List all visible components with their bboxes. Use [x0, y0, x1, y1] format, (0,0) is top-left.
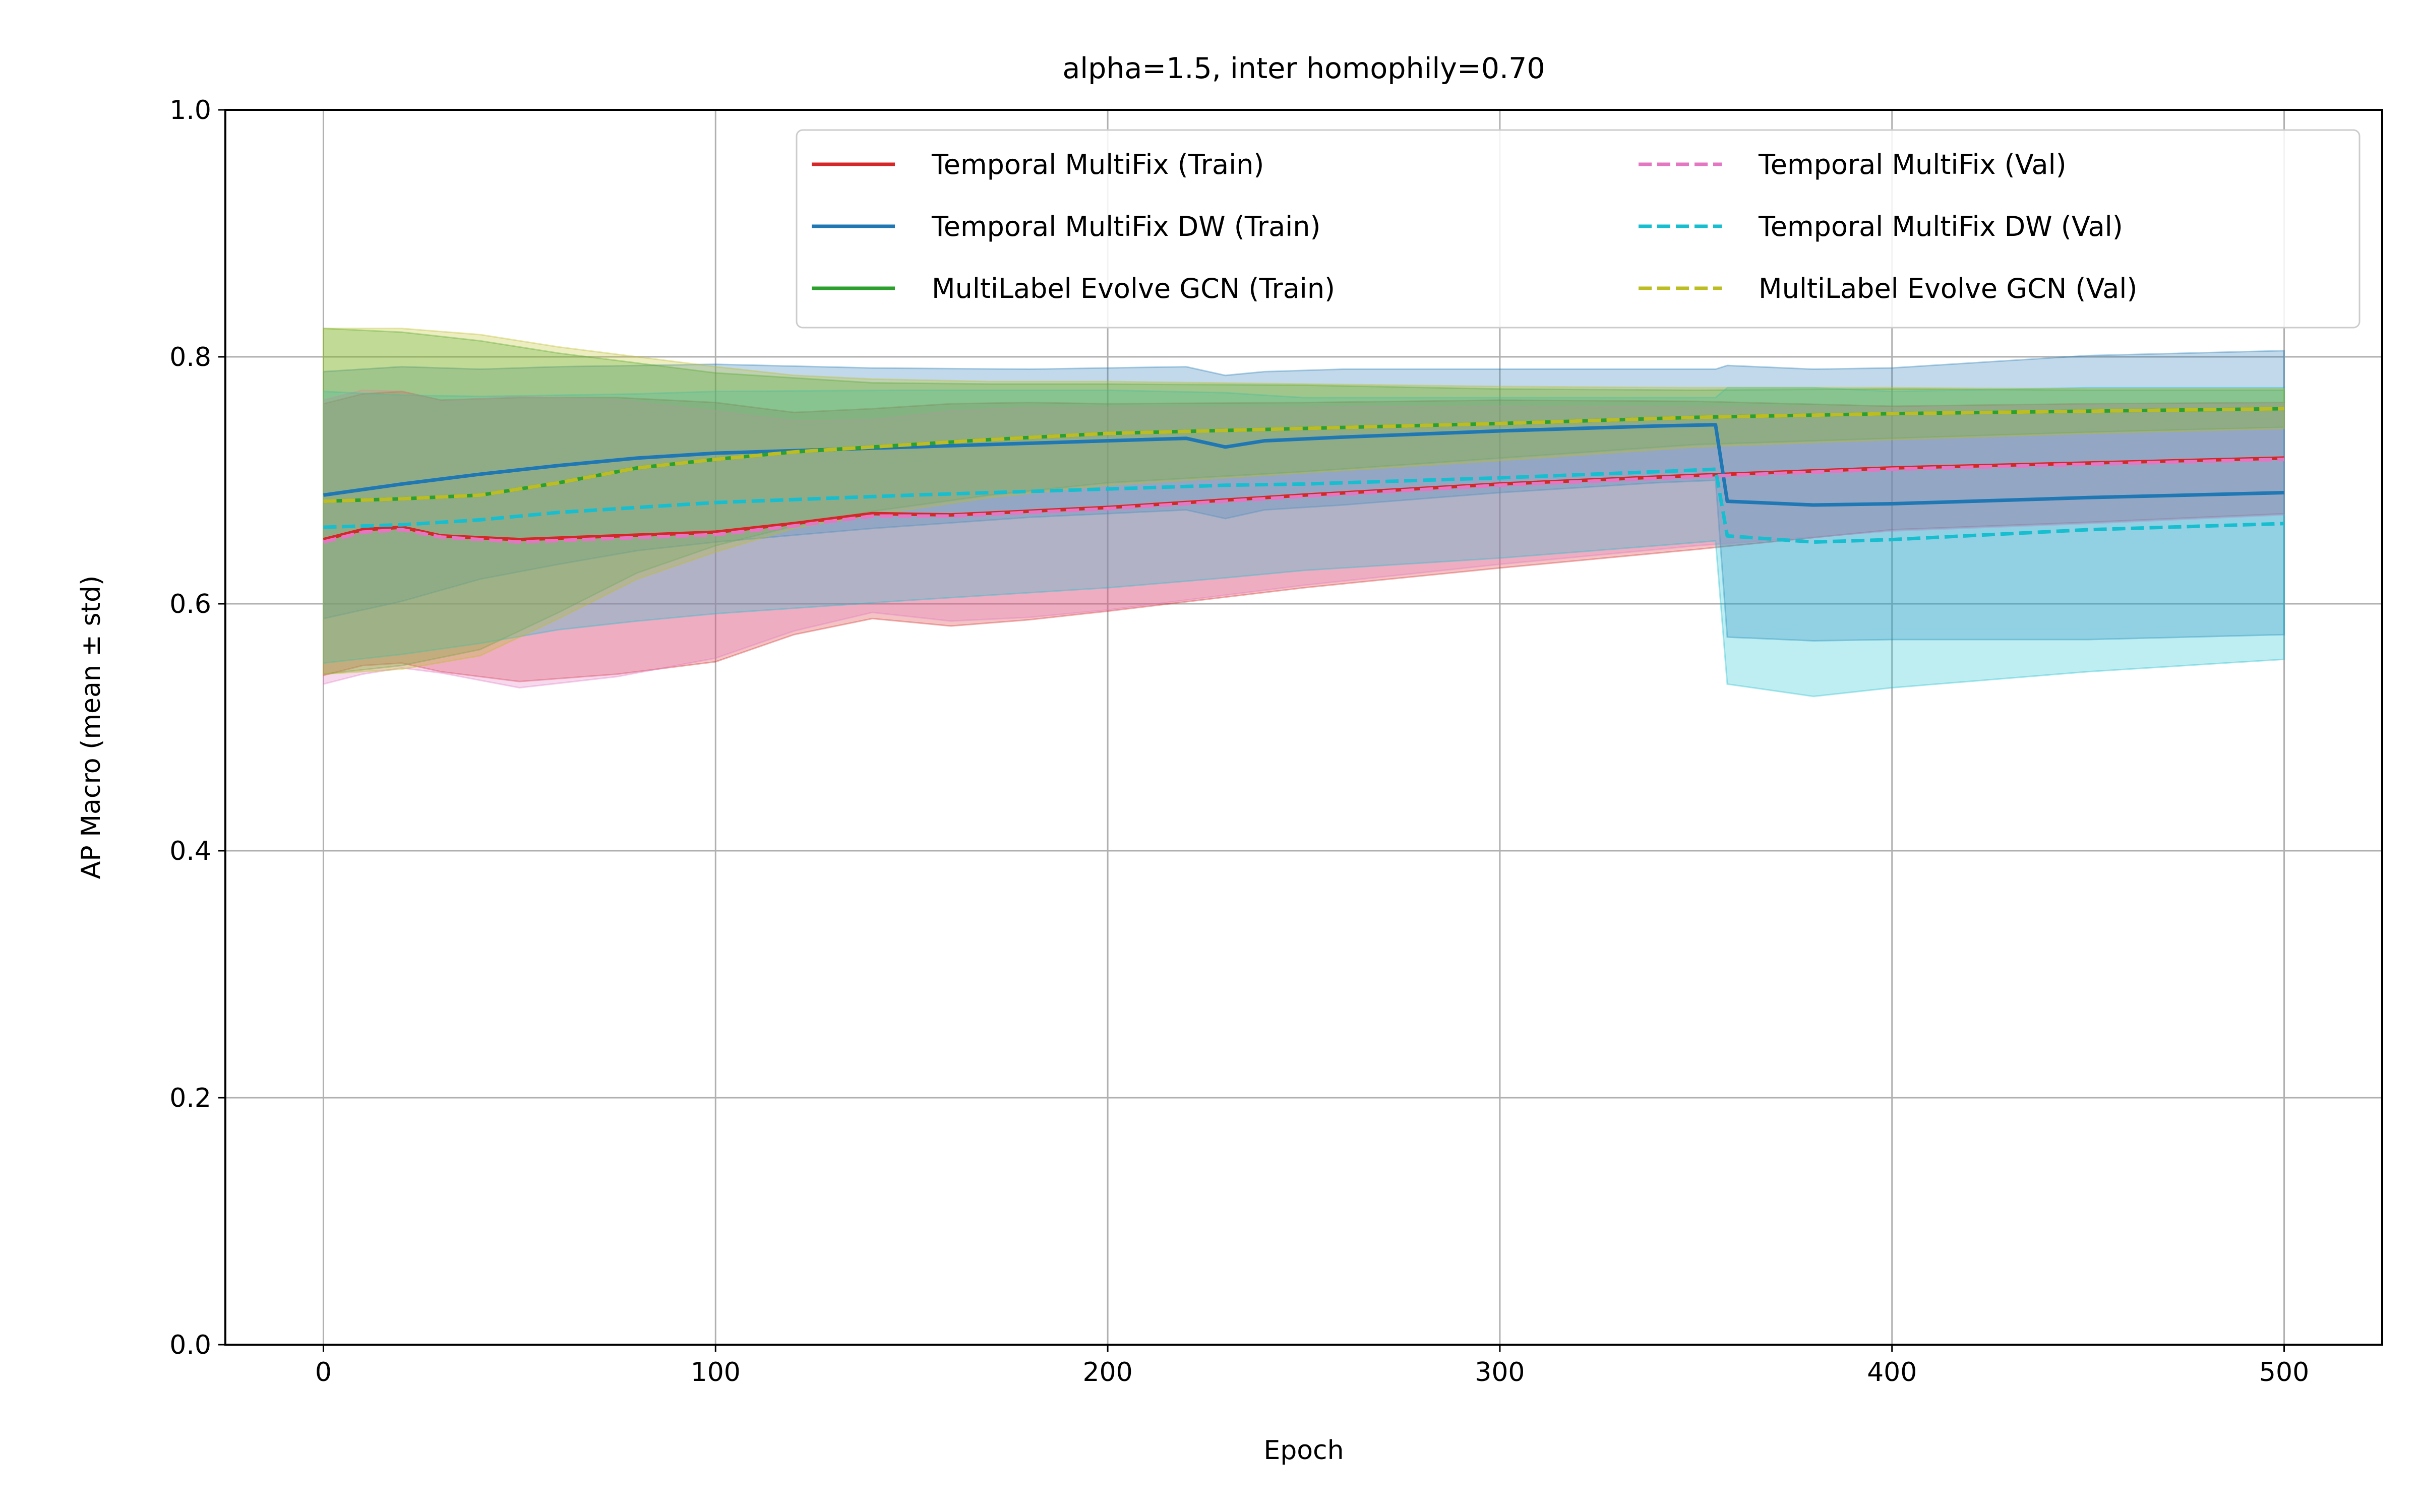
x-tick-label: 100 [691, 1357, 741, 1388]
legend-label: Temporal MultiFix DW (Val) [1758, 211, 2123, 242]
mean-lines [323, 407, 2284, 544]
line-series-5 [323, 467, 2284, 544]
x-axis-label: Epoch [1263, 1435, 1344, 1466]
y-tick-label: 0.6 [169, 589, 211, 619]
legend-label: Temporal MultiFix (Train) [931, 149, 1264, 180]
std-band-series-5 [323, 387, 2285, 698]
chart-title: alpha=1.5, inter homophily=0.70 [1062, 52, 1545, 85]
y-tick-label: 0.8 [169, 342, 211, 372]
x-tick-label: 500 [2259, 1357, 2309, 1388]
y-tick-label: 0.2 [169, 1083, 211, 1113]
x-tick-label: 400 [1867, 1357, 1917, 1388]
legend-label: MultiLabel Evolve GCN (Val) [1759, 273, 2137, 304]
x-tick-label: 0 [315, 1357, 332, 1388]
line-series-6 [323, 407, 2284, 503]
plot-frame [224, 109, 2383, 1346]
line-series-2 [323, 423, 2284, 507]
y-tick-label: 1.0 [169, 95, 211, 125]
axis-ticks: 0 100 200 300 400 500 0.0 0.2 0.4 0.6 0.8 1.0 [169, 95, 2309, 1388]
y-tick-label: 0.0 [169, 1330, 211, 1360]
std-band-series-1 [323, 391, 2285, 682]
legend-label: MultiLabel Evolve GCN (Train) [932, 273, 1335, 304]
x-tick-label: 300 [1475, 1357, 1525, 1388]
legend-box [796, 129, 2361, 329]
legend-label: Temporal MultiFix (Val) [1758, 149, 2067, 180]
x-tick-label: 200 [1082, 1357, 1132, 1388]
std-band-series-4 [323, 389, 2285, 689]
legend: Temporal MultiFix (Train) Temporal MultiF… [796, 129, 2361, 329]
legend-label: Temporal MultiFix DW (Train) [931, 211, 1321, 242]
line-series-4 [323, 457, 2284, 544]
y-axis-label: AP Macro (mean ± std) [76, 576, 106, 879]
y-tick-label: 0.4 [169, 836, 211, 866]
